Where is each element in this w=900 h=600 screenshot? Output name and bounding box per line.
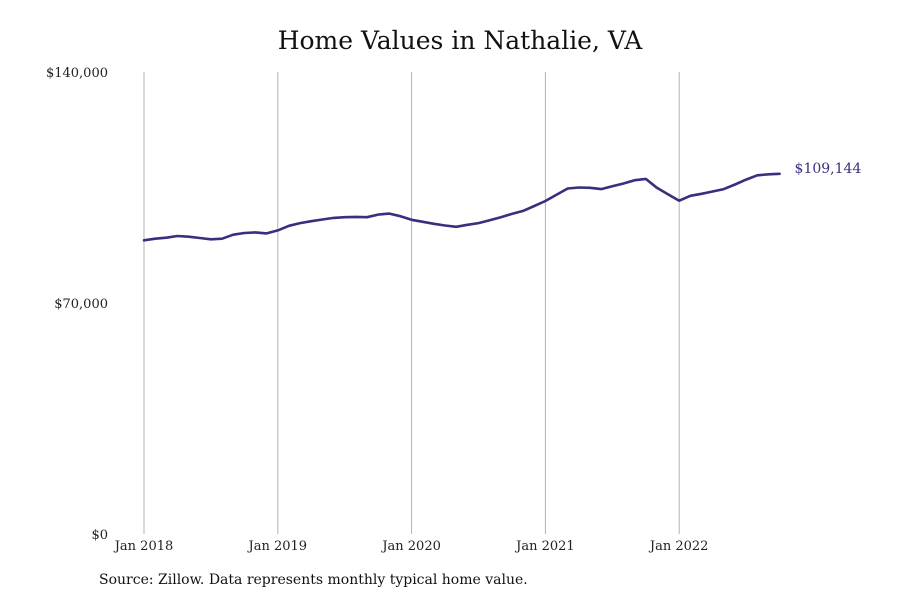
x-tick-label: Jan 2021 (514, 539, 575, 554)
source-note: Source: Zillow. Data represents monthly … (99, 572, 528, 588)
x-axis-ticks: Jan 2018 Jan 2019 Jan 2020 Jan 2021 Jan 2022 (113, 539, 709, 554)
series-line (142, 172, 781, 242)
y-tick-label: $140,000 (46, 66, 108, 81)
gridlines (143, 72, 680, 534)
y-tick-label: $0 (91, 528, 108, 543)
x-tick-label: Jan 2019 (247, 539, 308, 554)
end-value-label: $109,144 (795, 161, 862, 177)
y-axis-ticks: $0 $70,000 $140,000 (46, 66, 108, 543)
chart-title: Home Values in Nathalie, VA (277, 26, 643, 55)
y-tick-label: $70,000 (54, 297, 108, 312)
x-tick-label: Jan 2020 (380, 539, 441, 554)
x-tick-label: Jan 2018 (113, 539, 174, 554)
x-tick-label: Jan 2022 (648, 539, 709, 554)
